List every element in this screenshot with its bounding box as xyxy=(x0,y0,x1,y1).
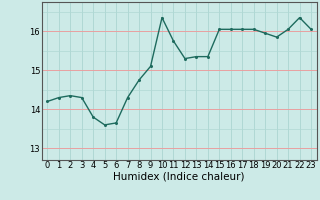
X-axis label: Humidex (Indice chaleur): Humidex (Indice chaleur) xyxy=(114,172,245,182)
